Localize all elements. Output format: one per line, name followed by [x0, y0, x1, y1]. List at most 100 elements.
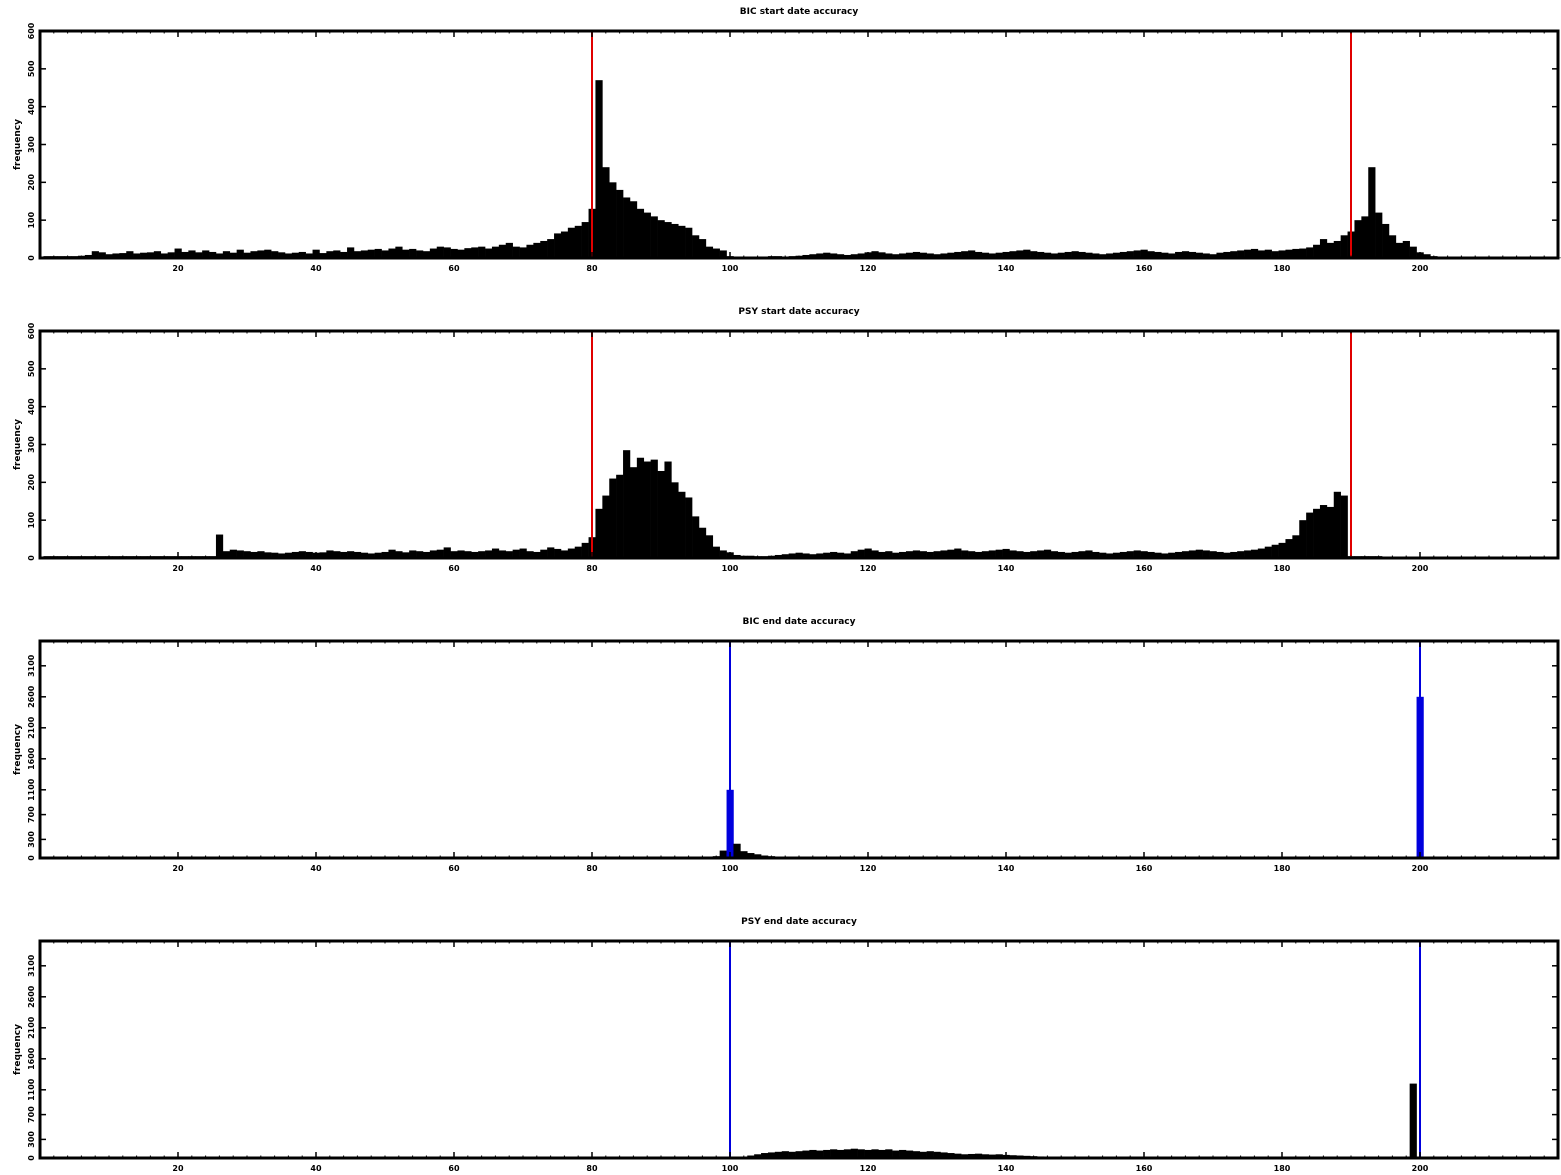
histogram-bar	[533, 242, 541, 258]
histogram-bar	[567, 548, 576, 558]
histogram-bar	[1382, 223, 1390, 258]
histogram-bar	[629, 467, 638, 558]
histogram-bar	[1037, 550, 1045, 558]
histogram-bar	[616, 189, 624, 258]
histogram-bar	[823, 252, 831, 258]
histogram-bar	[1313, 508, 1321, 558]
histogram-bar	[526, 244, 534, 258]
histogram-bar	[512, 246, 520, 258]
histogram-bar	[1257, 548, 1266, 558]
y-tick-label: 500	[27, 60, 36, 77]
histogram-bar	[1099, 552, 1107, 558]
histogram-bar	[1368, 167, 1376, 258]
histogram-bar	[1361, 216, 1369, 258]
histogram-bar	[657, 220, 665, 258]
histogram-bar	[850, 1148, 858, 1158]
histogram-bar	[816, 553, 824, 558]
histogram-bar	[1202, 550, 1210, 558]
histogram-bar	[843, 553, 852, 558]
histogram-bar	[698, 239, 707, 258]
histogram-bar	[974, 251, 983, 258]
histogram-bar	[478, 246, 486, 258]
histogram-bar	[547, 239, 555, 258]
y-tick-label: 1600	[27, 1047, 36, 1070]
x-tick-label: 20	[172, 564, 184, 573]
x-tick-label: 140	[998, 264, 1015, 273]
y-tick-label: 400	[27, 398, 36, 415]
histogram-bar	[1147, 251, 1155, 258]
histogram-bar	[685, 227, 693, 258]
histogram-bar	[1023, 249, 1031, 258]
histogram-bar	[298, 251, 306, 258]
histogram-bar	[347, 247, 355, 258]
histogram-bar	[698, 527, 707, 558]
histogram-bar	[636, 457, 645, 558]
y-tick-label: 0	[27, 1155, 36, 1161]
histogram-bar	[498, 244, 507, 258]
histogram-bar	[968, 551, 976, 558]
histogram-bar	[1057, 551, 1065, 558]
histogram-bar	[774, 1151, 783, 1158]
plot-frame	[38, 29, 1560, 260]
x-tick-label: 20	[172, 264, 184, 273]
x-tick-label: 200	[1412, 1164, 1429, 1173]
y-tick-label: 2100	[27, 716, 36, 739]
y-tick-label: 100	[27, 211, 36, 228]
y-tick-label: 0	[27, 255, 36, 261]
histogram-bar	[236, 249, 244, 258]
histogram-bar	[671, 223, 679, 258]
histogram-bar	[912, 550, 921, 558]
chart-title: BIC start date accuracy	[740, 7, 859, 17]
histogram-bar	[471, 247, 479, 258]
histogram-bar	[395, 551, 403, 558]
histogram-bar	[1313, 244, 1321, 258]
x-tick-label: 40	[310, 264, 322, 273]
y-tick-label: 0	[27, 855, 36, 861]
histogram-bar	[229, 252, 237, 258]
histogram-bar	[719, 250, 727, 258]
histogram-bar	[326, 251, 334, 258]
x-tick-label: 200	[1412, 564, 1429, 573]
histogram-bar	[1009, 251, 1017, 258]
histogram-bar	[830, 1149, 838, 1158]
histogram-bar	[574, 225, 582, 258]
plot-frame	[38, 639, 1560, 860]
histogram-bar	[1202, 253, 1210, 258]
histogram-bar	[685, 497, 693, 558]
x-tick-label: 80	[586, 264, 598, 273]
histogram-bar	[899, 551, 907, 558]
histogram-bar	[1250, 248, 1259, 258]
histogram-bar	[836, 552, 845, 558]
histogram-bar	[388, 248, 396, 258]
x-tick-label: 80	[586, 864, 598, 873]
histogram-bar	[995, 1154, 1003, 1158]
histogram-bar	[961, 251, 969, 258]
histogram-bar	[643, 212, 651, 258]
histogram-bar	[1237, 551, 1245, 558]
histogram-bar	[1395, 242, 1404, 258]
histogram-bar	[1333, 491, 1341, 558]
histogram-bar	[1285, 539, 1293, 558]
histogram-bar	[360, 552, 369, 558]
histogram-bar	[1106, 553, 1114, 558]
histogram-bar	[291, 252, 300, 258]
histogram-bar	[947, 549, 955, 558]
histogram-bar	[1119, 251, 1128, 258]
histogram-bar	[878, 1149, 886, 1158]
y-tick-label: 2600	[27, 985, 36, 1008]
histogram-bar	[1126, 251, 1134, 258]
histogram-bar	[112, 253, 120, 258]
x-tick-label: 200	[1412, 864, 1429, 873]
plot-frame	[38, 329, 1560, 560]
y-axis-label: frequency	[13, 419, 23, 470]
y-tick-label: 300	[27, 1131, 36, 1148]
histogram-bar	[1126, 551, 1134, 558]
histogram-bar	[98, 252, 106, 258]
histogram-bar	[747, 853, 755, 858]
histogram-bar	[457, 550, 465, 558]
histogram-bar	[767, 1152, 776, 1158]
histogram-bar	[933, 551, 941, 558]
histogram-bar	[1195, 549, 1203, 558]
histogram-bar	[305, 551, 313, 558]
histogram-bar	[574, 546, 582, 558]
